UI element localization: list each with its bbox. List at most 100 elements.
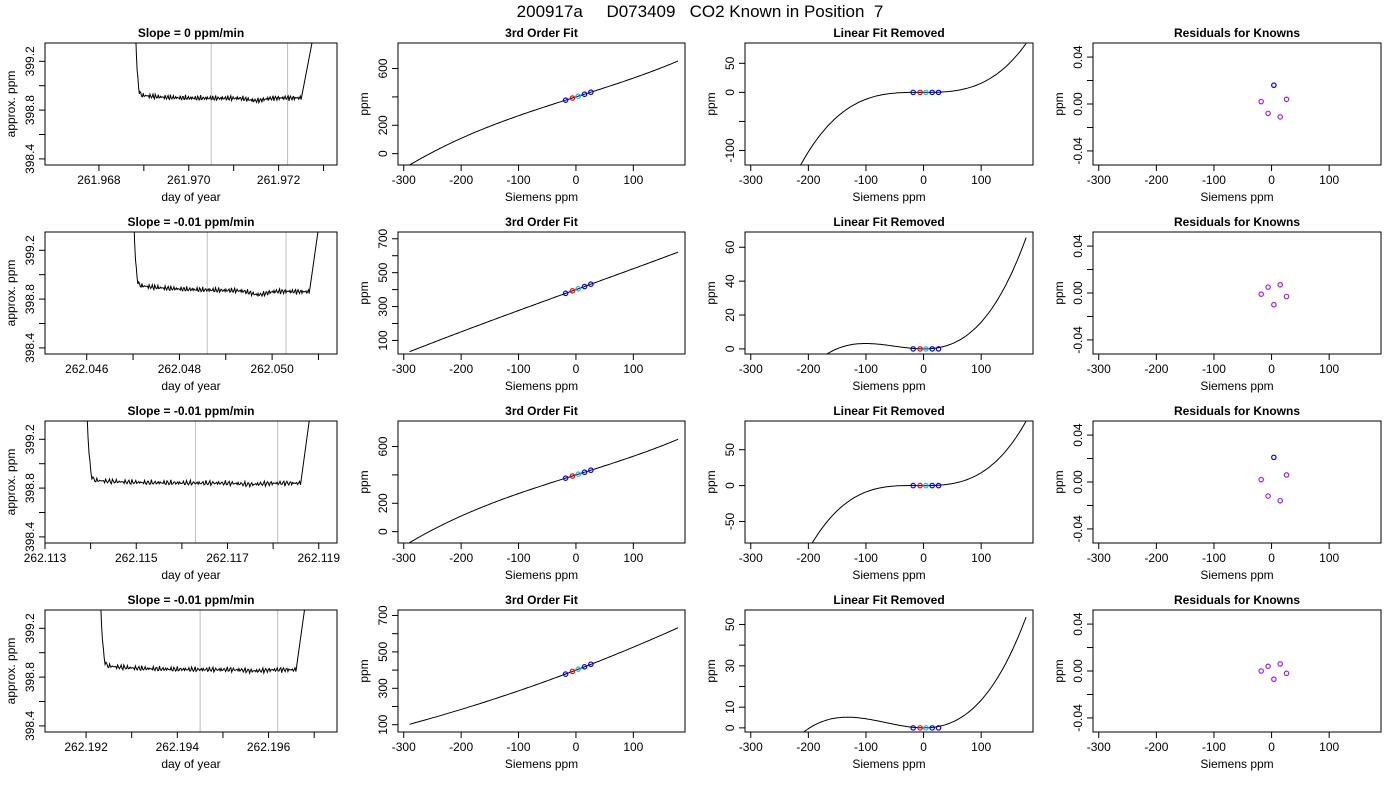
chart-panel: Residuals for Knowns Siemens ppm ppm -300 -2…: [1052, 593, 1382, 771]
y-tick-label: 0: [376, 528, 390, 535]
x-tick-label: -100: [507, 362, 531, 376]
x-tick-label: 100: [1319, 740, 1339, 754]
data-point: [1277, 661, 1284, 667]
x-tick-label: -100: [854, 362, 878, 376]
y-tick-label: 398.4: [23, 522, 37, 552]
x-tick-label: 0: [1268, 362, 1275, 376]
data-point: [1258, 476, 1264, 483]
plot-frame: [744, 420, 1034, 544]
y-axis-label: ppm: [1052, 470, 1066, 493]
y-axis-label: ppm: [1052, 92, 1066, 115]
x-tick-label: -100: [1202, 173, 1226, 187]
chart-panel: Residuals for Knowns Siemens ppm ppm -300 -2…: [1052, 404, 1382, 582]
data-point: [935, 346, 942, 352]
chart-panel: 3rd Order Fit Siemens ppm ppm -300 -200 -100 0…: [357, 404, 686, 582]
y-axis-label: ppm: [1052, 659, 1066, 682]
y-axis-label: approx. ppm: [4, 449, 18, 516]
plot-frame: [397, 42, 686, 166]
x-axis-label: day of year: [161, 379, 220, 393]
data-point: [569, 473, 576, 479]
x-tick-label: -300: [1087, 551, 1111, 565]
data-point: [588, 467, 594, 474]
time-series-line: [135, 43, 313, 105]
data-point: [562, 671, 569, 677]
data-point: [1283, 96, 1290, 103]
time-series-line: [86, 421, 310, 489]
y-tick-label: 50: [723, 443, 737, 457]
x-tick-label: -100: [507, 740, 531, 754]
y-tick-label: -0.04: [1071, 326, 1085, 354]
chart-panel: Slope = 0 ppm/min day of year approx. ppm 2…: [4, 26, 338, 204]
x-tick-label: -200: [1144, 173, 1168, 187]
data-point: [1277, 114, 1284, 120]
data-point: [917, 346, 923, 352]
x-tick-label: -300: [392, 362, 416, 376]
y-tick-label: 0.04: [1071, 423, 1085, 447]
y-tick-label: 50: [723, 56, 737, 70]
y-tick-label: -100: [723, 138, 737, 162]
plot-frame: [1092, 420, 1382, 544]
y-tick-label: 600: [376, 436, 390, 456]
y-axis-label: ppm: [357, 470, 371, 493]
y-tick-label: 200: [376, 493, 390, 513]
y-tick-label: 20: [723, 308, 737, 322]
x-tick-label: 262.117: [206, 551, 249, 565]
x-axis-label: Siemens ppm: [505, 379, 578, 393]
fit-curve: [826, 237, 1027, 354]
y-tick-label: 0: [723, 89, 737, 96]
y-tick-label: 100: [376, 330, 390, 350]
x-tick-label: -200: [449, 740, 473, 754]
panel-title: Linear Fit Removed: [833, 26, 944, 40]
chart-panel: Residuals for Knowns Siemens ppm ppm -300 -2…: [1052, 215, 1382, 393]
data-point: [1258, 98, 1264, 105]
data-point: [581, 664, 588, 670]
panel-title: Slope = 0 ppm/min: [138, 26, 244, 40]
data-point: [929, 346, 936, 352]
y-tick-label: 0.00: [1071, 470, 1085, 494]
y-tick-label: 0.04: [1071, 234, 1085, 258]
data-point: [1283, 293, 1290, 300]
x-axis-label: Siemens ppm: [852, 568, 925, 582]
data-point: [1283, 472, 1290, 478]
x-tick-label: -100: [1202, 551, 1226, 565]
chart-panel: Linear Fit Removed Siemens ppm ppm -300 -200…: [704, 593, 1034, 771]
chart-panel: Slope = -0.01 ppm/min day of year approx. …: [4, 404, 340, 582]
y-tick-label: 398.4: [23, 144, 37, 174]
y-axis-label: ppm: [704, 281, 718, 304]
data-point: [1271, 82, 1277, 89]
chart-panel: 3rd Order Fit Siemens ppm ppm -300 -200 -100 0…: [357, 593, 686, 771]
x-tick-label: -200: [1144, 551, 1168, 565]
x-tick-label: 262.194: [156, 740, 200, 754]
x-tick-label: -300: [739, 740, 763, 754]
x-tick-label: -300: [739, 173, 763, 187]
x-tick-label: 262.046: [65, 362, 109, 376]
x-tick-label: -200: [796, 551, 820, 565]
x-axis-label: day of year: [161, 757, 220, 771]
plot-frame: [744, 231, 1034, 355]
time-series-line: [100, 610, 305, 675]
x-tick-label: 100: [623, 740, 643, 754]
data-point: [1258, 291, 1264, 297]
data-point: [917, 482, 923, 489]
y-tick-label: 700: [376, 228, 390, 248]
y-tick-label: -0.04: [1071, 704, 1085, 732]
panel-title: 3rd Order Fit: [505, 593, 578, 607]
data-point: [581, 469, 588, 476]
x-tick-label: 261.970: [167, 173, 211, 187]
panel-title: 3rd Order Fit: [505, 26, 578, 40]
x-tick-label: -300: [392, 551, 416, 565]
data-point: [929, 482, 936, 489]
y-tick-label: 60: [723, 240, 737, 254]
x-tick-label: -100: [854, 173, 878, 187]
x-tick-label: -200: [796, 362, 820, 376]
data-point: [1265, 284, 1271, 290]
x-tick-label: -300: [1087, 740, 1111, 754]
x-tick-label: 0: [920, 173, 927, 187]
y-tick-label: 0: [723, 724, 737, 731]
data-point: [1277, 281, 1284, 288]
data-point: [588, 89, 594, 96]
data-point: [1283, 670, 1290, 677]
x-tick-label: 0: [920, 551, 927, 565]
panel-title: Residuals for Knowns: [1174, 404, 1300, 418]
data-point: [910, 346, 916, 352]
